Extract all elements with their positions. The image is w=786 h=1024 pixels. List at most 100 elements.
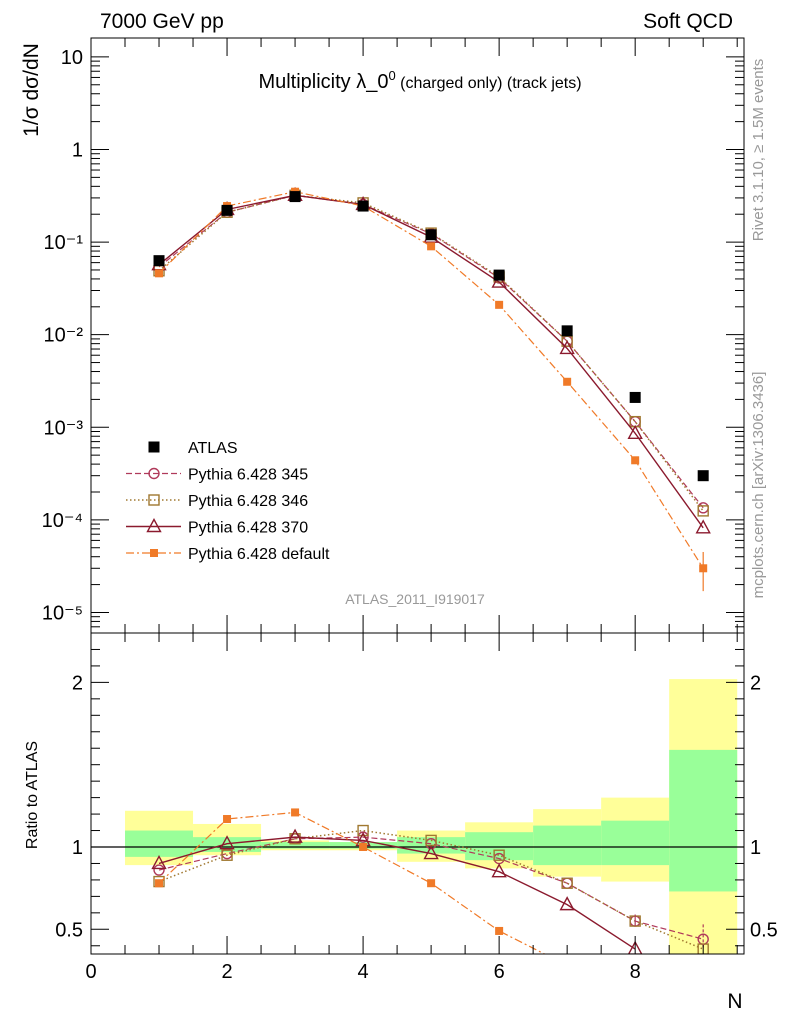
ratio-frame (90, 632, 745, 955)
ratio-point-pdef (223, 815, 232, 824)
ratio-ylabel: Ratio to ATLAS (24, 741, 41, 849)
header-right: Soft QCD (643, 10, 733, 33)
ratio-band-inner (533, 825, 602, 866)
main-series-line-pdef (158, 191, 704, 569)
ratio-point-p346 (561, 877, 573, 889)
main-frame (90, 37, 745, 634)
ratio-point-p370 (627, 940, 643, 954)
main-point-atlas (697, 470, 709, 482)
ratio-band-inner (261, 842, 330, 849)
legend-label-p345: Pythia 6.428 345 (188, 467, 308, 484)
main-point-p370 (491, 273, 507, 288)
main-ytick-label: 10⁻⁵ (42, 602, 83, 624)
ratio-band-inner (669, 749, 738, 892)
ratio-point-p346 (493, 849, 505, 861)
ratio-point-pdef (155, 879, 164, 888)
main-ytick-label: 10⁻⁴ (42, 510, 83, 532)
ratio-data-layer (91, 679, 744, 954)
main-ytick-label: 10⁻³ (44, 417, 84, 439)
plot-title-sup: 0 (388, 68, 395, 83)
main-series-line-p346 (158, 194, 704, 512)
main-point-atlas (629, 391, 641, 403)
ratio-xtick-label: 4 (358, 961, 369, 983)
ratio-point-p370 (287, 828, 303, 843)
ratio-point-pdef (495, 926, 504, 935)
ratio-series-line-p345 (158, 836, 704, 940)
main-panel: 10 1 10⁻¹ 10⁻² 10⁻³ 10⁻⁴ 10⁻⁵ Multiplicity λ_0… (20, 37, 745, 634)
ratio-ytick-label-right: 2 (750, 672, 761, 694)
ratio-band-inner (601, 820, 670, 866)
ratio-point-p370 (559, 896, 575, 911)
ratio-series-line-pdef (158, 811, 546, 954)
main-ytick-label: 1 (72, 139, 83, 161)
ratio-point-p370 (491, 863, 507, 878)
plot-title-main: Multiplicity λ_0 (258, 71, 388, 93)
main-ytick-label: 10⁻¹ (44, 232, 84, 254)
rivet-note: Rivet 3.1.10, ≥ 1.5M events (750, 59, 767, 242)
legend-label-p346: Pythia 6.428 346 (188, 493, 308, 510)
analysis-id: ATLAS_2011_I919017 (345, 591, 485, 607)
ratio-point-p345 (153, 864, 165, 876)
plot-title-tail: (charged only) (track jets) (396, 75, 582, 92)
main-point-atlas (221, 204, 233, 216)
main-ytick-label: 10 (61, 47, 83, 69)
ratio-ytick-label-right: 0.5 (750, 919, 778, 941)
legend-label-atlas: ATLAS (188, 440, 238, 457)
ratio-ytick-label: 1 (72, 837, 83, 859)
ratio-series-group (151, 808, 709, 954)
main-point-p346 (697, 505, 709, 517)
legend-marker-p345 (148, 467, 160, 480)
mcplots-note: mcplots.cern.ch [arXiv:1306.3436] (750, 372, 767, 599)
main-ylabel: 1/σ dσ/dN (20, 43, 43, 137)
ratio-point-p370 (219, 835, 235, 850)
ratio-ytick-label-right: 1 (750, 837, 761, 859)
ratio-series-line-p370 (158, 836, 636, 950)
ratio-point-p370 (423, 845, 439, 860)
main-point-pdef (495, 300, 504, 309)
main-point-atlas (289, 191, 301, 203)
ratio-point-p346 (357, 824, 369, 837)
ratio-point-p346 (697, 943, 709, 954)
main-point-pdef (427, 242, 436, 251)
ratio-xlabel: N (727, 990, 742, 1013)
main-point-pdef (155, 269, 164, 278)
ratio-band-inner (125, 830, 194, 857)
header-left: 7000 GeV pp (100, 10, 224, 33)
main-point-pdef (631, 456, 640, 465)
ratio-point-pdef (359, 843, 368, 851)
main-point-atlas (493, 269, 505, 281)
ratio-axes: 0.5 0.5 1 1 2 2 0 2 4 6 8 (55, 633, 778, 983)
ratio-point-p346 (221, 849, 233, 861)
ratio-series-line-p346 (158, 829, 704, 950)
ratio-xtick-label: 8 (630, 961, 641, 983)
main-data-layer (151, 186, 711, 592)
ratio-panel: 0.5 0.5 1 1 2 2 0 2 4 6 8 Ratio to ATLAS N (24, 632, 778, 1013)
legend-marker-p346 (148, 494, 160, 506)
main-point-atlas (561, 325, 573, 337)
ratio-ytick-label: 0.5 (55, 919, 83, 941)
main-point-pdef (563, 377, 572, 386)
main-point-atlas (425, 229, 437, 241)
ratio-point-pdef (291, 808, 300, 817)
main-point-p370 (695, 519, 711, 534)
ratio-xtick-label: 2 (221, 961, 232, 983)
main-ytick-label: 10⁻² (44, 325, 84, 347)
ratio-point-pdef (427, 879, 436, 888)
main-point-p370 (627, 424, 643, 440)
main-point-atlas (153, 255, 165, 267)
main-point-atlas (357, 200, 369, 212)
main-axes: 10 1 10⁻¹ 10⁻² 10⁻³ 10⁻⁴ 10⁻⁵ (42, 38, 744, 634)
legend-label-p370: Pythia 6.428 370 (188, 520, 308, 537)
ratio-xtick-label: 0 (85, 961, 96, 983)
legend-marker-atlas (148, 441, 160, 453)
ratio-point-p370 (151, 854, 167, 870)
legend-marker-pdef (150, 549, 158, 557)
ratio-xtick-label: 6 (494, 961, 505, 983)
ratio-ytick-label: 2 (72, 672, 83, 694)
legend-marker-p370 (146, 518, 162, 533)
legend-label-pdef: Pythia 6.428 default (188, 546, 330, 563)
legend: ATLAS Pythia 6.428 345 Pythia 6.428 346 Pyt… (126, 440, 330, 563)
plot-title: Multiplicity λ_00 (charged only) (track … (258, 68, 581, 93)
main-point-p370 (559, 339, 575, 355)
